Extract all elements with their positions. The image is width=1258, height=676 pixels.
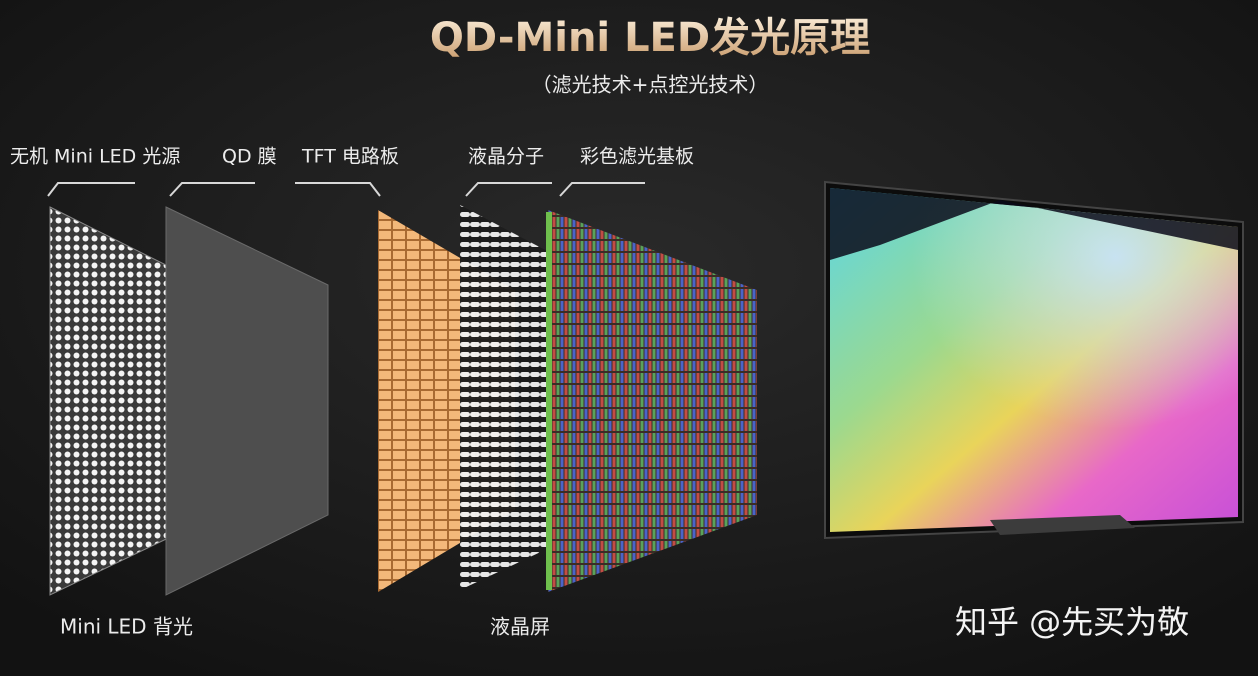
layer-label: QD 膜 (222, 146, 277, 168)
filter-edge (546, 212, 552, 590)
qd-film-layer (165, 206, 329, 596)
layer-label: 液晶分子 (468, 146, 544, 168)
layer-label: 无机 Mini LED 光源 (10, 146, 180, 168)
group-label: Mini LED 背光 (60, 615, 193, 639)
title: QD-Mini LED发光原理 (430, 15, 870, 61)
watermark: 知乎 @先买为敬 (955, 603, 1189, 641)
pointer-lines (47, 182, 645, 197)
layer-label: 彩色滤光基板 (580, 146, 694, 168)
group-label: 液晶屏 (490, 615, 550, 639)
subtitle: （滤光技术+点控光技术） (532, 73, 769, 97)
color-filter-layer (548, 210, 757, 592)
layer-label: TFT 电路板 (301, 146, 399, 168)
tv (824, 180, 1244, 540)
